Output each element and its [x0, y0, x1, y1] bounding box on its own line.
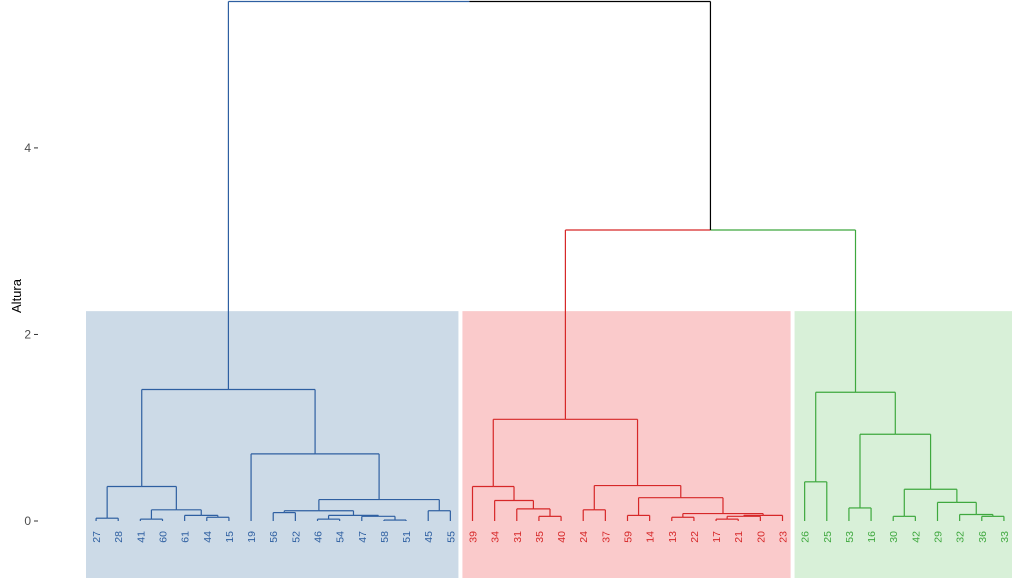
leaf-label: 36	[977, 531, 989, 543]
leaf-label: 30	[888, 531, 900, 543]
leaf-label: 29	[933, 531, 945, 543]
leaf-label: 32	[955, 531, 967, 543]
merge-link-8	[981, 515, 1005, 521]
merge-link-34	[804, 481, 828, 521]
y-tick-label: 0	[24, 514, 31, 528]
leaf-label: 45	[423, 531, 435, 543]
merge-link-11	[361, 515, 396, 521]
merge-link-19	[272, 512, 296, 521]
leaf-label: 17	[711, 531, 723, 543]
cluster-rectangles	[86, 311, 1012, 578]
merge-link-26	[936, 501, 977, 521]
merge-link-28	[318, 498, 440, 511]
leaf-label: 13	[667, 531, 679, 543]
leaf-label: 61	[180, 531, 192, 543]
leaf-label: 26	[800, 531, 812, 543]
merge-link-36	[859, 433, 932, 508]
leaf-label: 54	[335, 531, 347, 543]
merge-link-23	[150, 509, 202, 520]
leaf-label: 51	[401, 531, 413, 543]
leaf-label: 56	[268, 531, 280, 543]
leaf-label: 28	[113, 531, 125, 543]
merge-link-32	[471, 485, 515, 521]
merge-link-9	[538, 515, 562, 521]
merge-link-2	[715, 518, 739, 521]
merge-link-22	[582, 509, 606, 521]
leaf-label: 34	[490, 531, 502, 543]
merge-link-21	[427, 510, 451, 521]
leaf-label: 22	[689, 531, 701, 543]
leaf-label: 58	[379, 531, 391, 543]
merge-link-1	[383, 519, 407, 521]
leaf-label: 24	[578, 531, 590, 543]
leaf-label: 25	[822, 531, 834, 543]
merge-link-10	[892, 515, 916, 521]
merge-link-15	[743, 514, 784, 521]
leaf-label: 33	[999, 531, 1011, 543]
leaf-label: 37	[600, 531, 612, 543]
leaf-label: 27	[91, 531, 103, 543]
leaf-label: 40	[556, 531, 568, 543]
leaf-label: 23	[778, 531, 790, 543]
merge-link-18	[682, 512, 764, 518]
merge-link-41	[227, 0, 712, 390]
leaf-label: 44	[202, 531, 214, 543]
leaf-label: 47	[357, 531, 369, 543]
cluster-rect-1	[86, 311, 459, 578]
merge-link-33	[593, 484, 682, 510]
merge-link-27	[494, 499, 534, 521]
merge-link-17	[959, 513, 994, 521]
leaf-label: 14	[645, 531, 657, 543]
leaf-label: 15	[224, 531, 236, 543]
leaf-label: 21	[733, 531, 745, 543]
merge-link-20	[283, 510, 355, 516]
leaf-label: 16	[866, 531, 878, 543]
merge-link-3	[139, 518, 164, 521]
merge-link-4	[316, 518, 341, 521]
merge-link-35	[250, 453, 380, 521]
y-axis: 0 2 4	[24, 141, 38, 528]
merge-link-16	[184, 514, 219, 521]
dendrogram-links	[95, 0, 1005, 521]
leaf-label: 60	[158, 531, 170, 543]
merge-link-25	[848, 507, 872, 521]
merge-link-37	[492, 418, 639, 487]
merge-link-29	[637, 497, 724, 516]
leaf-label: 41	[135, 531, 147, 543]
merge-link-24	[516, 508, 551, 521]
leaf-labels: 27 28 41 60 61 44 15 19 56 52 46 54 47 58 51 45 55 39 34 31…	[91, 531, 1011, 543]
leaf-label: 42	[910, 531, 922, 543]
merge-link-30	[903, 488, 958, 517]
leaf-label: 35	[534, 531, 546, 543]
leaf-label: 46	[313, 531, 325, 543]
y-tick-label: 2	[24, 327, 31, 341]
merge-link-5	[95, 517, 119, 521]
leaf-label: 59	[623, 531, 635, 543]
leaf-label: 55	[445, 531, 457, 543]
merge-link-13	[327, 514, 379, 520]
merge-link-38	[815, 391, 896, 482]
leaf-label: 20	[755, 531, 767, 543]
merge-link-14	[626, 514, 651, 521]
cluster-rect-3	[794, 311, 1012, 578]
cluster-rect-2	[462, 311, 791, 578]
merge-link-31	[106, 485, 177, 519]
leaf-label: 31	[512, 531, 524, 543]
merge-link-12	[726, 515, 761, 521]
y-tick-label: 4	[24, 141, 31, 155]
leaf-label: 39	[468, 531, 480, 543]
merge-link-39	[141, 388, 316, 487]
y-axis-title: Altura	[9, 278, 24, 313]
merge-link-40	[564, 229, 857, 420]
merge-link-6	[206, 516, 230, 521]
leaf-label: 53	[844, 531, 856, 543]
merge-link-7	[671, 516, 695, 521]
leaf-label: 52	[290, 531, 302, 543]
leaf-label: 19	[246, 531, 258, 543]
